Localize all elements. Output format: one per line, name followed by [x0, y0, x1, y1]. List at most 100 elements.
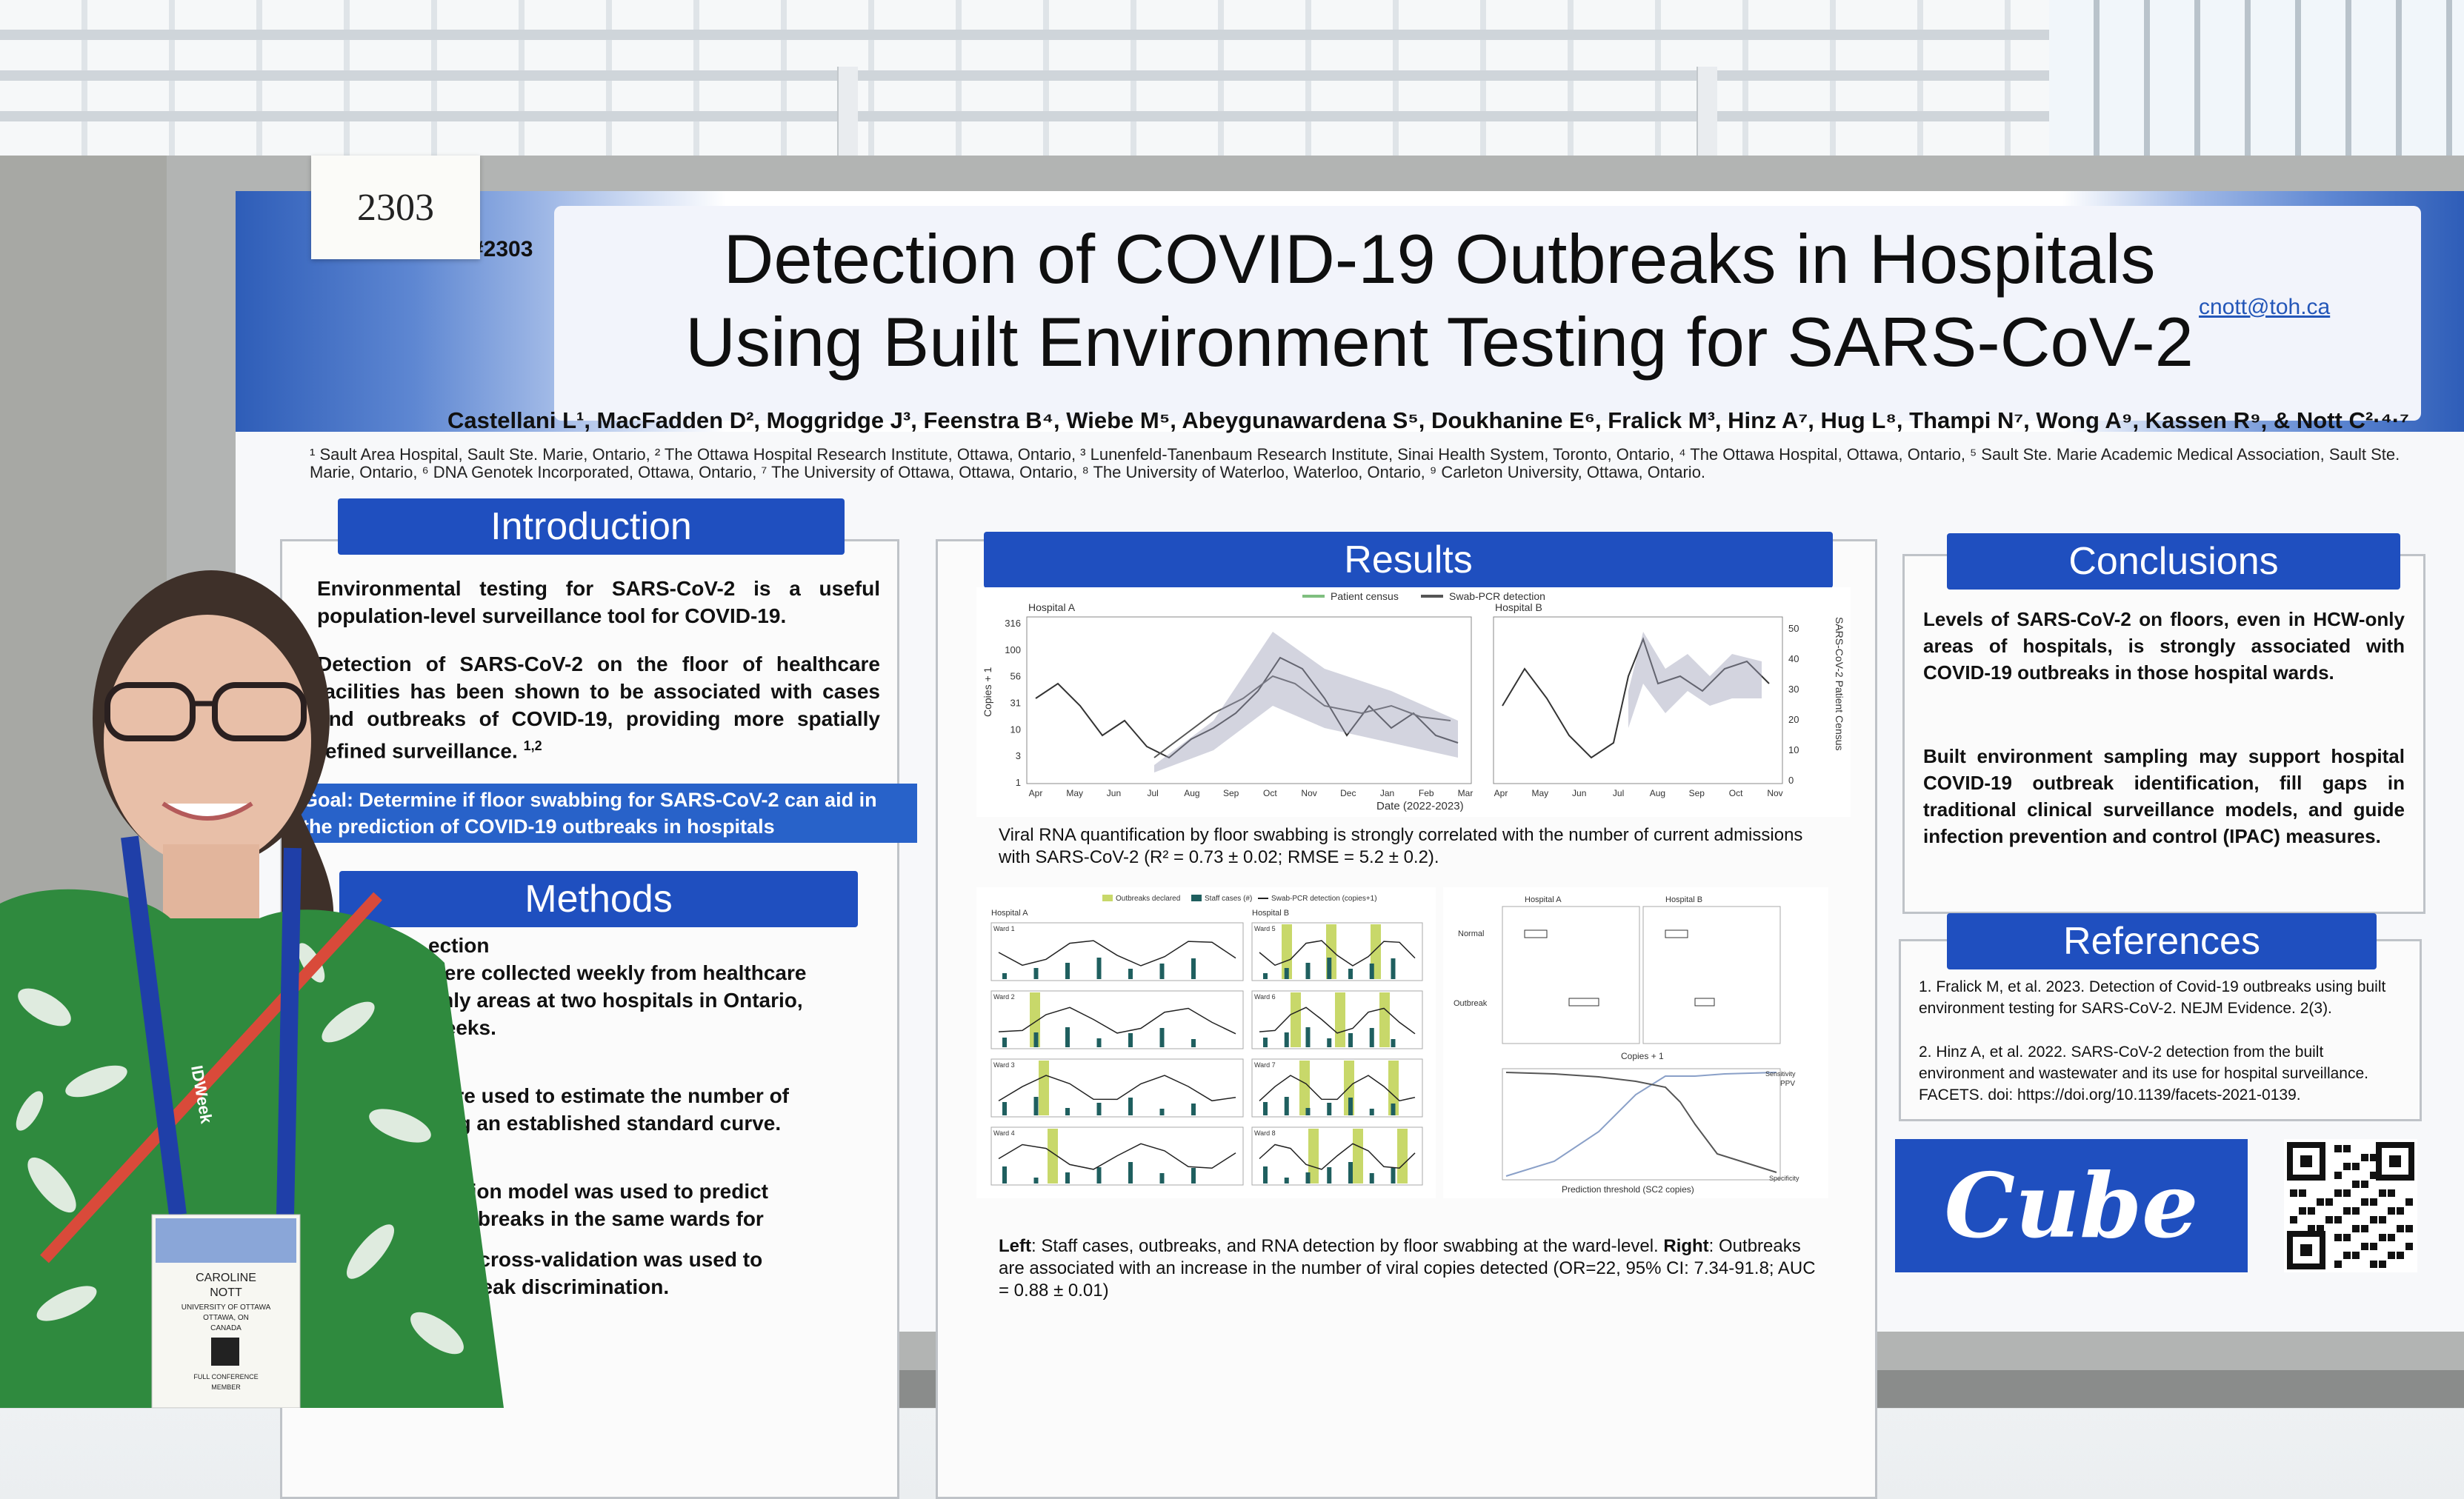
outbreak-bar [1039, 1061, 1049, 1115]
methods-line: were used to estimate the number of [428, 1084, 789, 1107]
conclusions-header: Conclusions [1947, 533, 2400, 590]
ward-label: Ward 4 [993, 1129, 1015, 1137]
month-tick: Jun [1107, 788, 1121, 798]
staff-case-bar [1128, 969, 1133, 979]
methods-line: sing an established standard curve. [428, 1112, 782, 1135]
legend-census: Patient census [1331, 590, 1399, 602]
caption-right-text: : Outbreaks are associated with an incre… [999, 1236, 1816, 1301]
outbreak-prediction-charts: Hospital A Hospital B Normal Outbreak Co… [1443, 887, 1828, 1198]
qr-module [2352, 1181, 2360, 1188]
title-line-1: Detection of COVID-19 Outbreaks in Hospi… [723, 220, 2156, 298]
board-number-card: 2303 [311, 156, 480, 259]
qr-code-icon [2287, 1142, 2414, 1269]
qr-module [2343, 1207, 2351, 1215]
right-axis-ticks: 50 40 30 20 10 0 [1788, 623, 1799, 786]
ward-panel [1251, 990, 1423, 1049]
staff-case-bar [1191, 958, 1196, 979]
qr-module [2388, 1234, 2395, 1241]
hospital-b-confidence-band [1628, 632, 1762, 728]
ward-label: Ward 7 [1254, 1061, 1276, 1069]
outbreak-bar [1353, 1129, 1363, 1183]
swab-line [998, 1143, 1236, 1170]
legend-staff: Staff cases (#) [1205, 895, 1252, 903]
roc-panel [1502, 1068, 1781, 1181]
title-box [554, 206, 2421, 421]
badge-org: UNIVERSITY OF OTTAWA [182, 1303, 271, 1312]
specificity-curve [1505, 1072, 1777, 1173]
ward-panel [990, 1126, 1244, 1186]
ppv-label: PPV [1780, 1080, 1795, 1088]
staff-case-bar [1305, 1172, 1311, 1183]
outbreak-bar [1397, 1129, 1408, 1183]
ppv-curve [1505, 1072, 1777, 1177]
month-tick: Apr [1494, 788, 1508, 798]
qr-module [2343, 1163, 2351, 1170]
month-tick: Jan [1380, 788, 1394, 798]
month-tick: May [1066, 788, 1083, 798]
x-axis-label: Date (2022-2023) [1376, 800, 1464, 812]
swab-line [998, 1075, 1236, 1102]
staff-case-bar [1263, 973, 1268, 979]
conclusion-paragraph-2: Built environment sampling may support h… [1923, 745, 2405, 847]
qr-module [2343, 1189, 2351, 1197]
swab-line [1259, 1075, 1416, 1102]
conclusions-panel [1902, 554, 2425, 914]
qr-module [2334, 1216, 2342, 1223]
y-tick-right: 50 [1788, 623, 1799, 634]
ward-label: Ward 5 [1254, 925, 1276, 932]
staff-case-bar [1002, 1102, 1007, 1115]
staff-case-bar [1159, 964, 1165, 979]
month-tick: May [1532, 788, 1549, 798]
chart-background [976, 587, 1851, 817]
badge-first-name: CAROLINE [196, 1272, 256, 1284]
qr-module [2370, 1198, 2377, 1206]
ceiling-truss [0, 111, 2464, 121]
box-a-normal [1524, 929, 1548, 938]
staff-case-bar [1128, 1098, 1133, 1115]
qr-module [2361, 1154, 2368, 1161]
bag-strap [40, 892, 382, 1263]
staff-case-bar [1327, 958, 1332, 979]
qr-module [2379, 1234, 2386, 1241]
month-tick: Jul [1613, 788, 1624, 798]
qr-module [2308, 1207, 2315, 1215]
y-tick-right: 10 [1788, 744, 1799, 755]
qr-module [2361, 1225, 2368, 1232]
month-tick: Jul [1148, 788, 1159, 798]
qr-code[interactable] [2284, 1139, 2417, 1272]
caption-right-label: Right [1663, 1236, 1709, 1256]
glasses-right-lens [212, 682, 307, 741]
month-tick: Sep [1223, 788, 1239, 798]
contact-email[interactable]: cnott@toh.ca [2199, 295, 2331, 319]
y-tick-left: 10 [1010, 724, 1021, 735]
staff-case-bar [1284, 968, 1289, 979]
qr-module [2405, 1198, 2413, 1206]
qr-module [2379, 1261, 2386, 1268]
qr-module [2361, 1181, 2368, 1188]
staff-case-bar [1348, 969, 1353, 979]
outbreak-chart-background [1443, 887, 1828, 1198]
box-b-normal [1665, 929, 1688, 938]
qr-module [2334, 1189, 2342, 1197]
poster-title: Detection of COVID-19 Outbreaks in Hospi… [562, 218, 2317, 384]
box-panel-b [1642, 906, 1781, 1044]
time-series-charts: Patient census Swab-PCR detection Hospit… [976, 587, 1851, 817]
outbreak-bar [1388, 1061, 1399, 1115]
staff-case-bar [1327, 1167, 1332, 1183]
qr-module [2370, 1154, 2377, 1161]
staff-case-bar [1327, 1103, 1332, 1115]
outbreak-bar [1308, 1129, 1319, 1183]
month-tick: Apr [1029, 788, 1043, 798]
ward-label: Ward 3 [993, 1061, 1015, 1069]
methods-line: were collected weekly from healthcare [428, 961, 807, 984]
y-tick-left: 3 [1016, 750, 1021, 761]
reference-2: 2. Hinz A, et al. 2022. SARS-CoV-2 detec… [1919, 1044, 2368, 1104]
poster-number: #2303 [471, 237, 533, 261]
results-caption-1: Viral RNA quantification by floor swabbi… [999, 825, 1803, 867]
intro-p2-ref: 1,2 [523, 738, 542, 753]
badge-qr-icon [211, 1338, 239, 1366]
qr-module [2317, 1225, 2324, 1232]
intro-paragraph-2: Detection of SARS-CoV-2 on the floor of … [317, 650, 880, 764]
staff-case-bar [1369, 964, 1374, 979]
